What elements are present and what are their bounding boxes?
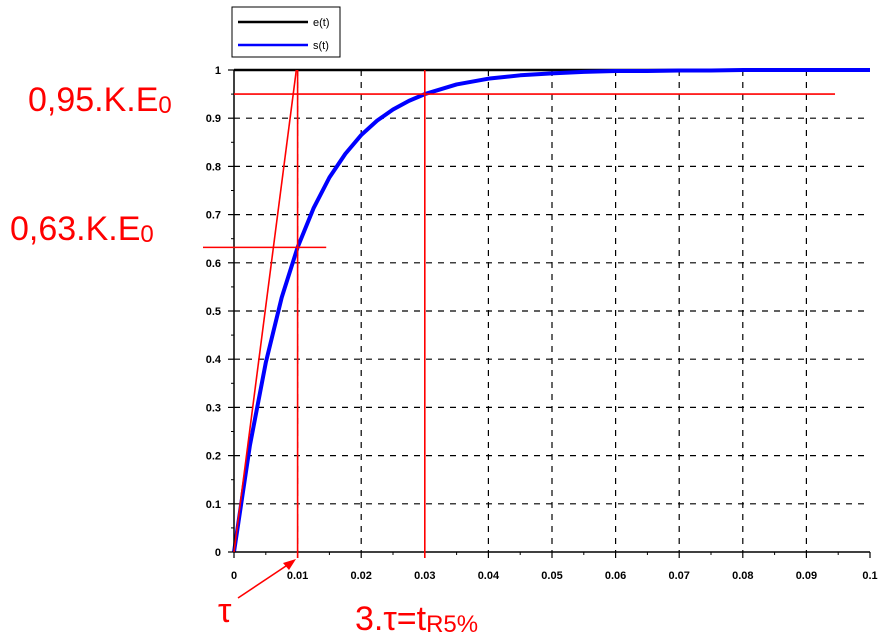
annotation-3tau: 3.τ=tR5% bbox=[355, 600, 478, 638]
x-tick-label: 0.01 bbox=[287, 570, 308, 582]
tau-arrow-head bbox=[283, 559, 296, 570]
y-tick-label: 0 bbox=[215, 547, 221, 559]
tangent-line bbox=[233, 69, 298, 553]
annotations bbox=[203, 69, 836, 599]
y-tick-label: 0.2 bbox=[206, 451, 221, 463]
legend-label-s: s(t) bbox=[313, 40, 329, 52]
x-tick-label: 0.09 bbox=[796, 570, 817, 582]
ticks: 0 0.01 0.02 0.03 0.04 0.05 0.06 0.07 0.08 0.09 0.1… bbox=[206, 65, 878, 582]
annotation-095: 0,95.K.E0 bbox=[28, 81, 172, 119]
y-tick-label: 0.8 bbox=[206, 161, 221, 173]
curves bbox=[232, 68, 870, 553]
x-tick-label: 0.1 bbox=[862, 570, 877, 582]
x-tick-label: 0.03 bbox=[414, 570, 435, 582]
y-tick-label: 0.9 bbox=[206, 113, 221, 125]
x-tick-label: 0.08 bbox=[732, 570, 753, 582]
x-tick-label: 0.02 bbox=[350, 570, 371, 582]
y-tick-label: 1 bbox=[215, 65, 221, 77]
x-tick-label: 0.04 bbox=[478, 570, 500, 582]
y-tick-label: 0.7 bbox=[206, 210, 221, 222]
x-tick-label: 0.07 bbox=[668, 570, 689, 582]
y-tick-label: 0.3 bbox=[206, 402, 221, 414]
y-tick-label: 0.5 bbox=[206, 306, 221, 318]
legend: e(t) s(t) bbox=[231, 6, 341, 58]
x-tick-label: 0.05 bbox=[541, 570, 562, 582]
grid bbox=[234, 70, 870, 552]
series-line-s bbox=[232, 68, 870, 553]
tau-arrow-line bbox=[237, 561, 293, 599]
annotation-063: 0,63.K.E0 bbox=[10, 210, 154, 248]
y-tick-label: 0.4 bbox=[206, 354, 222, 366]
y-tick-label: 0.1 bbox=[206, 499, 221, 511]
legend-box bbox=[231, 6, 341, 58]
y-tick-label: 0.6 bbox=[206, 258, 221, 270]
legend-label-e: e(t) bbox=[313, 17, 330, 29]
annotation-tau: τ bbox=[218, 592, 232, 630]
x-tick-label: 0.06 bbox=[605, 570, 626, 582]
x-tick-label: 0 bbox=[231, 570, 237, 582]
